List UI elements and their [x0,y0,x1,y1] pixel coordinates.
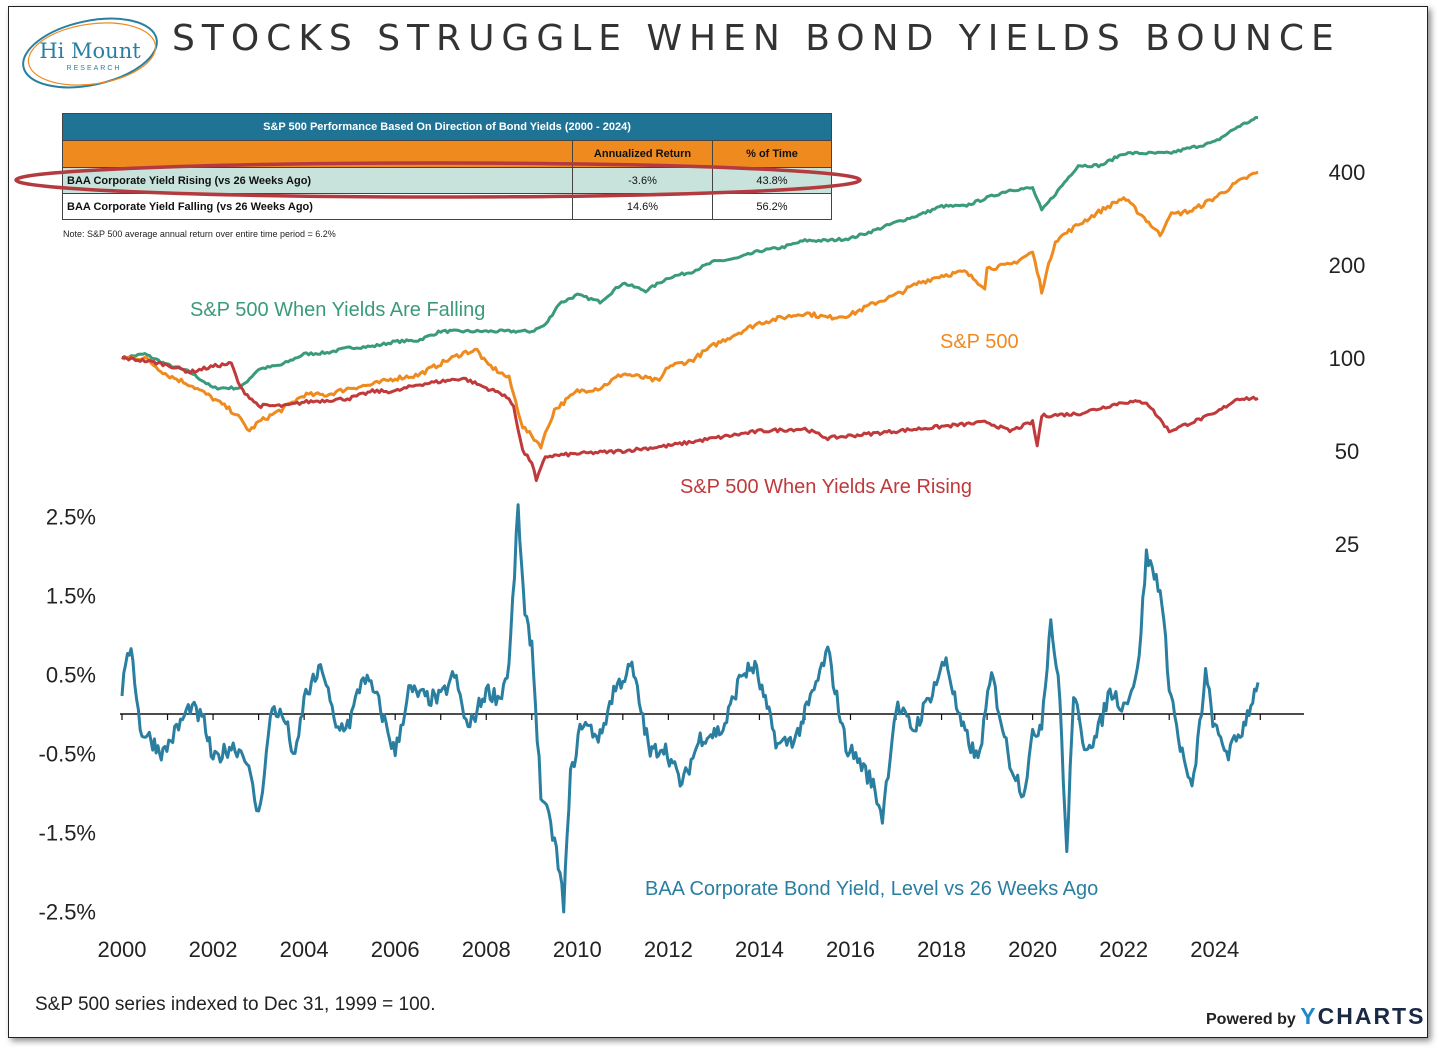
powered-by: Powered by YCHARTS [1206,1003,1425,1030]
label-yields-falling: S&P 500 When Yields Are Falling [190,299,485,321]
left-axis-tick-label: -2.5% [39,900,96,925]
right-axis-tick-label: 200 [1329,253,1366,278]
table-header-time: % of Time [712,140,832,168]
left-axis-tick-label: -0.5% [39,742,96,767]
row-label: BAA Corporate Yield Rising (vs 26 Weeks … [62,167,573,194]
right-axis-tick-label: 400 [1329,160,1366,185]
left-axis-tick-label: 2.5% [46,505,96,530]
series-line-sp500 [121,170,1259,450]
right-axis-tick-label: 50 [1335,439,1359,464]
right-axis-tick-label: 100 [1329,346,1366,371]
footnote: S&P 500 series indexed to Dec 31, 1999 =… [35,994,436,1015]
performance-table: S&P 500 Performance Based On Direction o… [62,113,832,220]
x-axis-tick-label: 2006 [371,937,420,962]
x-axis-tick-label: 2022 [1099,937,1148,962]
label-yields-rising: S&P 500 When Yields Are Rising [680,476,972,498]
x-axis-tick-label: 2010 [553,937,602,962]
page-title: STOCKS STRUGGLE WHEN BOND YIELDS BOUNCE [172,18,1341,59]
left-axis-tick-label: -1.5% [39,821,96,846]
label-sp500: S&P 500 [940,331,1019,353]
powered-by-text: Powered by [1206,1011,1296,1028]
x-axis-tick-label: 2024 [1190,937,1239,962]
series-line-yields-falling [120,116,1259,391]
x-axis-tick-label: 2000 [98,937,147,962]
x-axis-tick-label: 2018 [917,937,966,962]
x-axis-tick-label: 2004 [280,937,329,962]
logo-sub: RESEARCH [67,65,122,72]
logo: Hi Mount RESEARCH [22,17,158,89]
ycharts-logo-y: Y [1300,1003,1318,1029]
table-title: S&P 500 Performance Based On Direction o… [62,113,832,141]
logo-name: Hi Mount [39,39,141,63]
table-note: Note: S&P 500 average annual return over… [63,229,336,239]
x-axis-tick-label: 2014 [735,937,784,962]
label-yield-series: BAA Corporate Bond Yield, Level vs 26 We… [645,878,1098,900]
ycharts-logo: YCHARTS [1300,1003,1425,1029]
x-axis-tick-label: 2020 [1008,937,1057,962]
table-row: BAA Corporate Yield Rising (vs 26 Weeks … [62,167,832,194]
highlight-ellipse [14,161,862,199]
logo-ring [22,17,158,89]
x-axis-tick-label: 2012 [644,937,693,962]
row-time: 56.2% [712,193,832,220]
right-axis-tick-label: 25 [1335,532,1359,557]
series-line-yields-rising [121,356,1259,483]
logo-ring-accent [27,22,157,86]
x-axis-tick-label: 2002 [189,937,238,962]
left-axis-tick-label: 1.5% [46,584,96,609]
left-axis-tick-label: 0.5% [46,663,96,688]
series-line-yield [120,503,1260,914]
x-axis-tick-label: 2008 [462,937,511,962]
x-axis-tick-label: 2016 [826,937,875,962]
ycharts-logo-rest: CHARTS [1317,1003,1426,1029]
